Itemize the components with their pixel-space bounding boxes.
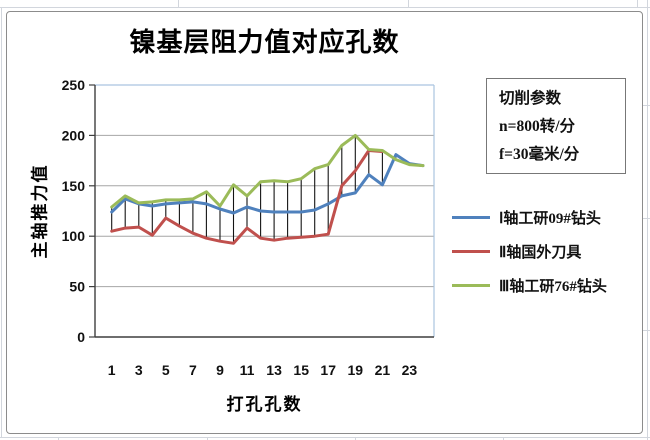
spreadsheet-gridline: [408, 0, 409, 7]
series3-line-swatch: [452, 283, 490, 287]
spreadsheet-gridline: [178, 0, 179, 7]
chart-title: 镍基层阻力值对应孔数: [129, 28, 400, 57]
spreadsheet-gridline: [647, 0, 648, 440]
y-axis-title: 主轴推力值: [30, 163, 50, 259]
legend-item-series1[interactable]: Ⅰ轴工研09#钻头: [452, 206, 647, 228]
legend: Ⅰ轴工研09#钻头 Ⅱ轴国外刀具 Ⅲ轴工研76#钻头: [452, 206, 647, 308]
svg-text:200: 200: [62, 127, 86, 143]
param-line-feed: f=30毫米/分: [499, 146, 580, 163]
svg-text:50: 50: [69, 279, 85, 295]
high-low-lines: [111, 135, 410, 244]
legend-item-series2[interactable]: Ⅱ轴国外刀具: [452, 240, 647, 262]
legend-label-series1: Ⅰ轴工研09#钻头: [499, 210, 601, 227]
svg-text:100: 100: [62, 228, 86, 244]
cutting-params-textbox[interactable]: 切削参数 n=800转/分 f=30毫米/分: [486, 78, 626, 174]
legend-item-series3[interactable]: Ⅲ轴工研76#钻头: [452, 274, 647, 296]
svg-text:3: 3: [135, 362, 143, 378]
param-line-title: 切削参数: [499, 90, 562, 107]
spreadsheet-gridline: [643, 218, 650, 219]
series1-line-swatch: [452, 215, 490, 219]
spreadsheet-gridline: [643, 330, 650, 331]
spreadsheet-gridline: [503, 437, 504, 440]
svg-text:17: 17: [320, 362, 336, 378]
svg-text:19: 19: [348, 362, 364, 378]
legend-label-series2: Ⅱ轴国外刀具: [499, 244, 582, 261]
svg-text:9: 9: [216, 362, 224, 378]
spreadsheet-gridline: [207, 437, 208, 440]
param-line-speed: n=800转/分: [499, 118, 576, 135]
svg-text:11: 11: [240, 362, 255, 378]
spreadsheet-gridline: [0, 7, 650, 8]
spreadsheet-gridline: [643, 105, 650, 106]
series2-line-swatch: [452, 249, 490, 253]
svg-text:1: 1: [108, 362, 116, 378]
series-lines: [110, 133, 425, 245]
svg-text:0: 0: [77, 329, 85, 345]
svg-text:15: 15: [293, 362, 309, 378]
spreadsheet-gridline: [637, 0, 638, 7]
axes: [89, 84, 434, 338]
plot-border: [95, 84, 435, 337]
spreadsheet-gridline: [58, 437, 59, 440]
svg-text:7: 7: [189, 362, 197, 378]
spreadsheet-gridline: [355, 437, 356, 440]
legend-label-series3: Ⅲ轴工研76#钻头: [499, 278, 607, 295]
spreadsheet-gridline: [1, 7, 2, 437]
svg-text:21: 21: [375, 362, 391, 378]
svg-text:5: 5: [162, 362, 170, 378]
spreadsheet-gridline: [0, 437, 650, 438]
x-axis-title: 打孔孔数: [226, 395, 303, 414]
svg-text:150: 150: [62, 178, 86, 194]
svg-text:13: 13: [266, 362, 282, 378]
svg-text:250: 250: [62, 77, 86, 93]
svg-text:23: 23: [402, 362, 418, 378]
